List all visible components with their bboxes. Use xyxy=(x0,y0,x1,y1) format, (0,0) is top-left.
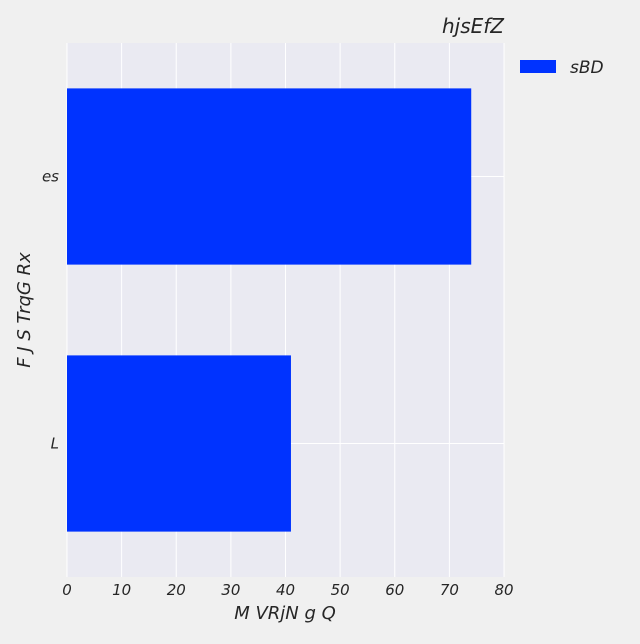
y-tick-label: L xyxy=(51,435,59,453)
legend-label: sBD xyxy=(570,58,604,78)
x-tick-labels: 0 10 20 30 40 50 60 70 80 xyxy=(62,581,513,599)
x-tick-label: 60 xyxy=(385,581,404,599)
x-tick-label: 50 xyxy=(331,581,350,599)
x-tick-label: 40 xyxy=(276,581,295,599)
x-tick-label: 30 xyxy=(221,581,240,599)
x-axis-label: M VRjN g Q xyxy=(234,603,336,624)
x-tick-label: 80 xyxy=(494,581,513,599)
y-axis-label: F J S TrqG Rx xyxy=(14,252,35,368)
legend: sBD xyxy=(520,58,604,78)
legend-swatch xyxy=(520,60,556,73)
y-tick-labels: es L xyxy=(42,168,59,453)
chart-title: hjsEfZ xyxy=(442,14,505,38)
bar xyxy=(67,355,291,532)
x-tick-label: 10 xyxy=(112,581,131,599)
x-tick-label: 70 xyxy=(440,581,459,599)
y-tick-label: es xyxy=(42,168,59,186)
x-tick-label: 20 xyxy=(167,581,186,599)
bars xyxy=(67,88,472,532)
bar xyxy=(67,88,472,265)
x-tick-label: 0 xyxy=(62,581,72,599)
